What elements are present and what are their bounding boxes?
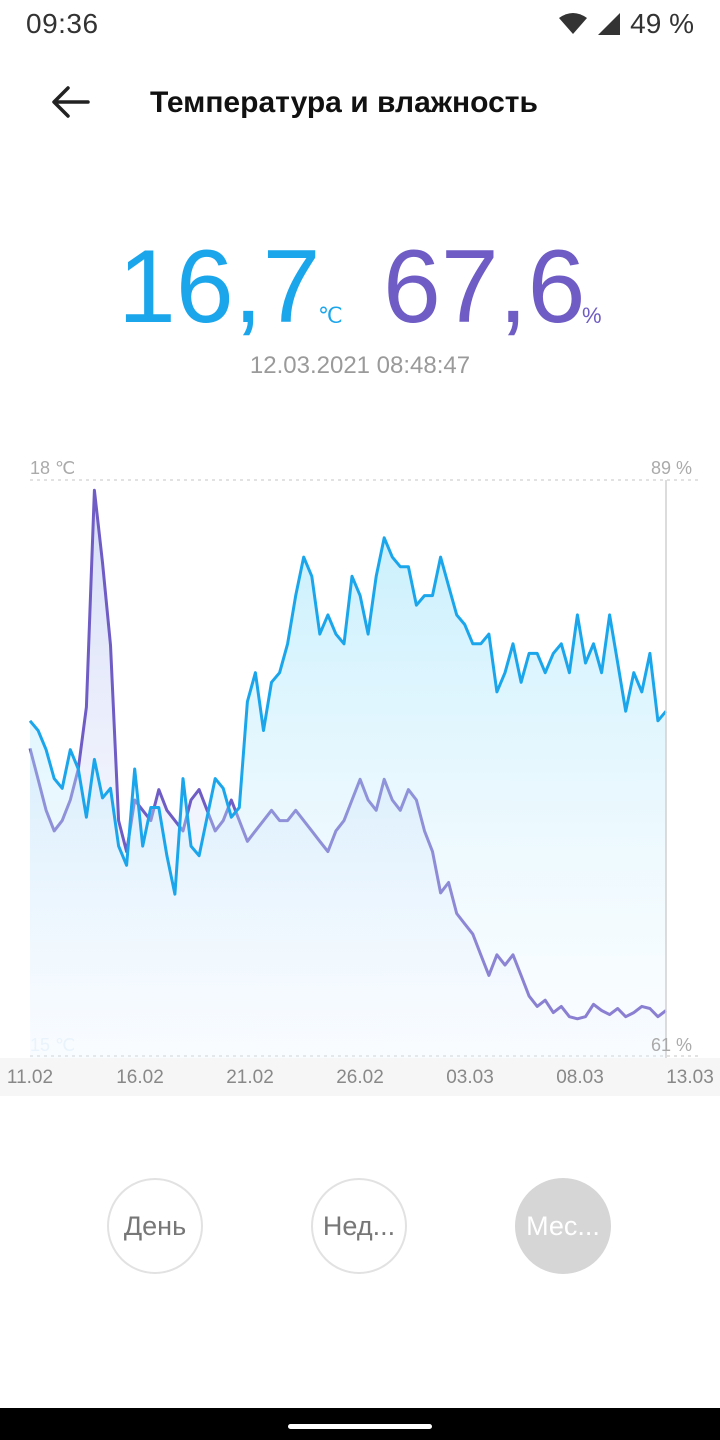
temperature-unit: ℃: [318, 303, 343, 328]
x-tick-label: 13.03: [666, 1067, 714, 1088]
x-tick-label: 26.02: [336, 1067, 384, 1088]
signal-icon: [598, 13, 621, 35]
x-tick-label: 11.02: [6, 1067, 54, 1088]
back-button[interactable]: [48, 80, 100, 124]
chart-canvas[interactable]: [0, 450, 720, 1058]
temperature-series-line: [28, 536, 668, 896]
header: Температура и влажность: [0, 60, 720, 150]
arrow-left-icon: [52, 86, 90, 118]
period-selector: День Нед... Мес...: [0, 1178, 720, 1278]
temperature-value: 16,7: [118, 229, 321, 345]
chart[interactable]: 18 ℃ 89 % 15 ℃ 61 % 11.02 16.02 21.02 26…: [0, 450, 720, 1100]
x-tick-label: 03.03: [446, 1067, 494, 1088]
home-indicator[interactable]: [288, 1424, 432, 1429]
x-tick-label: 21.02: [226, 1067, 274, 1088]
period-month-button[interactable]: Мес...: [515, 1178, 611, 1274]
humidity-value: 67,6: [383, 229, 586, 345]
navigation-bar: [0, 1408, 720, 1440]
y-right-bottom-label: 61 %: [650, 1035, 692, 1055]
page-title: Температура и влажность: [150, 86, 538, 119]
battery-text: 49 %: [630, 8, 694, 39]
status-icons: 49 %: [558, 8, 694, 40]
x-axis: [0, 1058, 720, 1096]
status-time: 09:36: [26, 8, 99, 39]
period-day-button[interactable]: День: [107, 1178, 203, 1274]
current-readings: 16,7 ℃ 67,6 %: [0, 235, 720, 345]
humidity-unit: %: [582, 303, 602, 328]
y-right-top-label: 89 %: [650, 458, 692, 478]
y-left-bottom-label: 15 ℃: [30, 1035, 76, 1055]
status-bar: 09:36 49 %: [0, 0, 720, 50]
reading-timestamp: 12.03.2021 08:48:47: [249, 352, 471, 379]
wifi-icon: [559, 13, 588, 34]
y-left-top-label: 18 ℃: [30, 458, 76, 478]
x-tick-label: 08.03: [556, 1067, 604, 1088]
x-tick-label: 16.02: [116, 1067, 164, 1088]
period-week-button[interactable]: Нед...: [311, 1178, 407, 1274]
